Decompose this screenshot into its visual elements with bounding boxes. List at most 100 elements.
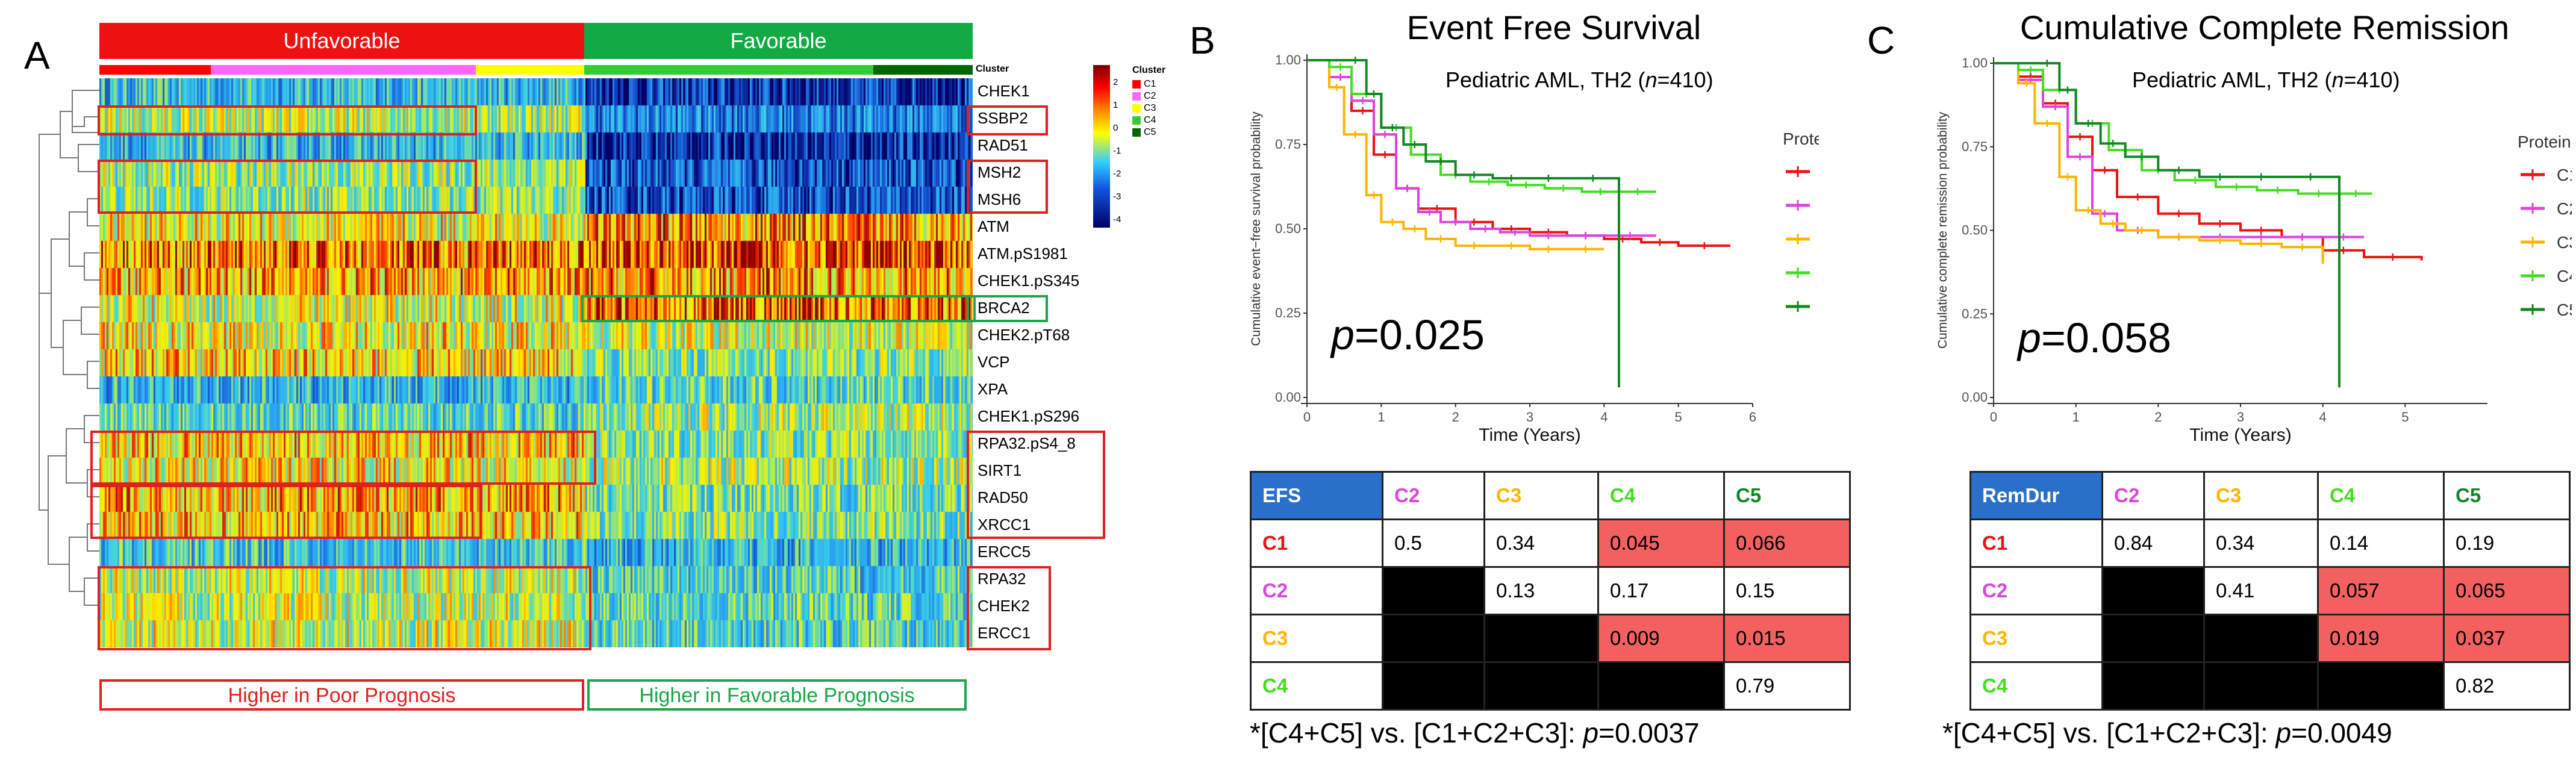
gene-label: CHEK2.pT68: [978, 326, 1070, 344]
table-cell: 0.14: [2317, 518, 2445, 568]
p-value: p=0.058: [2016, 314, 2171, 361]
table-cell: 0.009: [1597, 614, 1725, 663]
scale-tick-label: -2: [1113, 169, 1121, 179]
y-tick-label: 0.75: [1962, 139, 1988, 154]
gene-label: ERCC5: [978, 543, 1031, 561]
cluster-legend-item: C4: [1132, 114, 1165, 126]
table-corner: EFS: [1250, 471, 1383, 520]
cluster-legend: Cluster C1 C2 C3 C4 C5: [1132, 65, 1165, 139]
cluster-legend-label: C2: [1144, 91, 1156, 101]
y-tick-label: 0.25: [1275, 305, 1301, 320]
scale-tick-label: -4: [1113, 214, 1121, 225]
poor-prognosis-box: [99, 679, 584, 711]
y-tick-label: 0.50: [1275, 221, 1301, 236]
chart-title: Cumulative Complete Remission: [2020, 8, 2509, 46]
pvalue-table-efs: EFS C2 C3 C4 C5 C1 0.5 0.34 0.045 0.066 C2 0.13 0.17…: [1250, 471, 1851, 711]
x-tick-label: 1: [1377, 409, 1385, 425]
scale-tick-label: -1: [1113, 146, 1121, 156]
gene-label: XPA: [978, 380, 1008, 398]
gene-label: ATM.pS1981: [978, 244, 1068, 263]
unfavorable-bar: [99, 23, 584, 59]
table-cell: 0.15: [1723, 566, 1851, 615]
table-cell: 0.037: [2443, 614, 2571, 663]
chart-title: Event Free Survival: [1407, 8, 1701, 46]
gene-label: CHEK1.pS345: [978, 272, 1080, 290]
x-tick-label: 3: [2237, 409, 2244, 425]
favorable-bar: [584, 23, 973, 59]
table-cell: 0.045: [1597, 518, 1725, 568]
footer-remission-value: =0.0049: [2291, 717, 2392, 749]
cluster-legend-swatch: [1132, 104, 1141, 113]
cluster-legend-item: C3: [1132, 102, 1165, 114]
gene-label: CHEK1.pS296: [978, 407, 1080, 425]
x-tick-label: 0: [1303, 409, 1311, 425]
km-series-C3: [1307, 59, 1605, 251]
table-cell: [2101, 614, 2205, 663]
cluster-strip-c4: [584, 65, 873, 75]
y-tick-label: 0.00: [1962, 390, 1988, 405]
box-label-rpa32: [967, 566, 1051, 650]
x-tick-label: 1: [2072, 409, 2080, 425]
gene-label: ATM: [978, 217, 1009, 235]
table-col-header: C4: [1597, 471, 1725, 520]
table-col-header: C5: [1723, 471, 1851, 520]
table-cell: 0.015: [1723, 614, 1851, 663]
cluster-legend-item: C1: [1132, 78, 1165, 90]
table-cell: 0.057: [2317, 566, 2445, 615]
legend-label: C5: [2557, 300, 2572, 319]
x-tick-label: 5: [1675, 409, 1682, 425]
cluster-strip-c5: [873, 65, 973, 75]
chart-subtitle: Pediatric AML, TH2 (n=410): [1445, 67, 1714, 92]
km-series-C4: [1994, 62, 2372, 195]
table-row-header: C3: [1250, 614, 1383, 663]
poor-prognosis-label: Higher in Poor Prognosis: [228, 684, 456, 707]
gene-label: BRCA2: [978, 299, 1030, 317]
km-series-C3: [1994, 62, 2324, 264]
table-cell: 0.019: [2317, 614, 2445, 663]
gene-label: SIRT1: [978, 461, 1022, 479]
chart-subtitle: Pediatric AML, TH2 (n=410): [2132, 67, 2400, 92]
cluster-legend-label: C1: [1144, 79, 1156, 89]
unfavorable-label: Unfavorable: [283, 28, 401, 53]
table-row-header: C1: [1969, 518, 2103, 568]
pvalue-table-remission: RemDur C2 C3 C4 C5 C1 0.84 0.34 0.14 0.19 C2 0.41 0.…: [1969, 471, 2571, 711]
gene-label: VCP: [978, 353, 1010, 371]
km-series-C5: [1307, 59, 1620, 388]
x-axis-label: Time (Years): [1479, 425, 1580, 445]
table-cell: 0.5: [1382, 518, 1485, 568]
favorable-prognosis-box: [587, 679, 967, 711]
footer-efs-prefix: *[C4+C5] vs. [C1+C2+C3]:: [1250, 717, 1583, 749]
table-cell: 0.34: [1483, 518, 1599, 568]
gene-label: RPA32.pS4_8: [978, 434, 1076, 452]
x-axis-label: Time (Years): [2189, 425, 2291, 445]
box-label-repair: [967, 431, 1105, 539]
box-msh: [98, 160, 477, 214]
x-tick-label: 2: [2154, 409, 2162, 425]
box-label-msh: [967, 160, 1048, 214]
cluster-strip: [99, 65, 973, 75]
y-tick-label: 1.00: [1275, 52, 1301, 67]
table-row-header: C2: [1250, 566, 1383, 615]
table-row-header: C4: [1250, 661, 1383, 711]
cluster-legend-item: C2: [1132, 90, 1165, 102]
footer-remission-prefix: *[C4+C5] vs. [C1+C2+C3]:: [1942, 717, 2276, 749]
box-rpa32ps4: [90, 431, 596, 485]
gene-label: RPA32: [978, 570, 1026, 588]
km-series-C1: [1994, 62, 2423, 261]
table-cell: 0.34: [2203, 518, 2319, 568]
y-tick-label: 1.00: [1962, 55, 1988, 70]
scale-tick-label: -3: [1113, 191, 1121, 202]
panel-letter-b: B: [1190, 19, 1215, 62]
row-dendrogram: [39, 90, 99, 606]
table-col-header: C3: [2203, 471, 2319, 520]
scale-tick-label: 0: [1113, 123, 1118, 133]
table-col-header: C4: [2317, 471, 2445, 520]
cluster-strip-c3: [476, 65, 584, 75]
cluster-legend-swatch: [1132, 92, 1141, 101]
table-col-header: C2: [2101, 471, 2205, 520]
table-row-header: C2: [1969, 566, 2103, 615]
km-series-C5: [1994, 62, 2341, 388]
x-tick-label: 4: [1600, 409, 1608, 425]
legend-label: C3: [2557, 233, 2572, 252]
cluster-legend-swatch: [1132, 116, 1141, 125]
